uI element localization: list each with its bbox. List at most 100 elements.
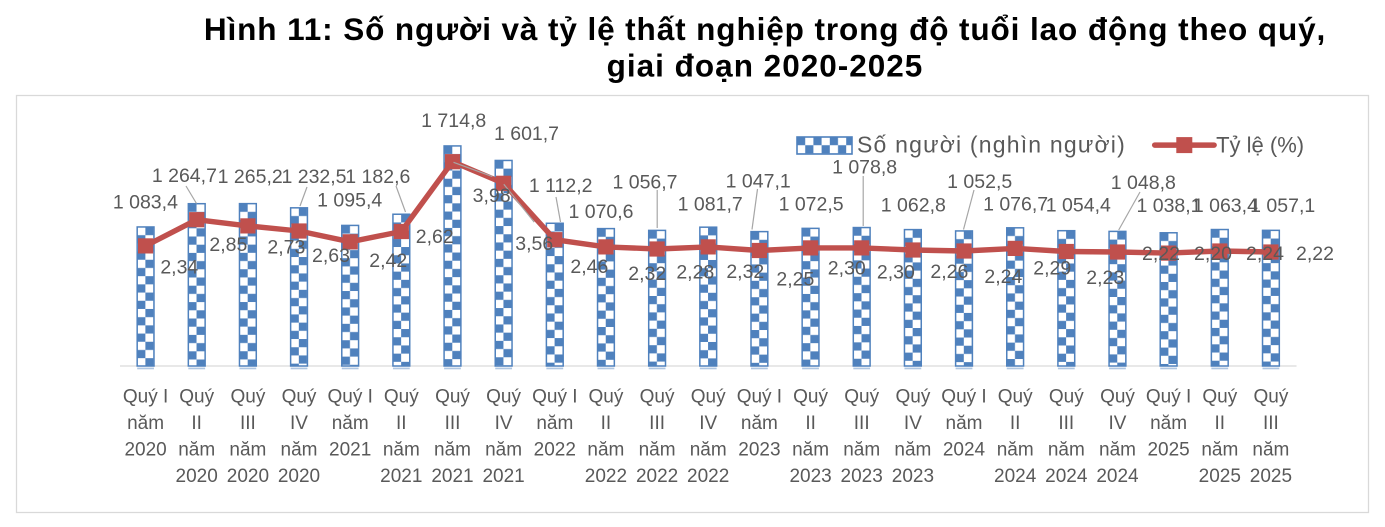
svg-text:2025: 2025 [1147, 439, 1189, 460]
svg-text:2023: 2023 [738, 439, 780, 460]
svg-text:2020: 2020 [227, 466, 269, 487]
svg-text:Quý: Quý [895, 386, 930, 407]
svg-text:2020: 2020 [278, 466, 320, 487]
svg-text:Quý: Quý [1100, 386, 1135, 407]
svg-text:năm: năm [1201, 439, 1238, 460]
svg-text:Quý: Quý [1253, 386, 1288, 407]
svg-text:năm: năm [1048, 439, 1085, 460]
svg-text:1 070,6: 1 070,6 [568, 201, 633, 223]
svg-text:năm: năm [485, 439, 522, 460]
svg-text:Quý: Quý [844, 386, 879, 407]
svg-text:2025: 2025 [1199, 466, 1241, 487]
svg-text:2020: 2020 [124, 439, 166, 460]
svg-text:2021: 2021 [482, 466, 524, 487]
svg-text:giai đoạn 2020-2025: giai đoạn 2020-2025 [607, 47, 924, 83]
svg-text:II: II [1215, 413, 1226, 434]
svg-text:năm: năm [536, 413, 573, 434]
svg-text:Tỷ lệ (%): Tỷ lệ (%) [1216, 133, 1304, 158]
svg-text:2021: 2021 [329, 439, 371, 460]
svg-text:1 232,5: 1 232,5 [281, 166, 346, 188]
svg-text:Quý I: Quý I [327, 386, 372, 407]
svg-text:Hình 11: Số người và tỷ lệ thấ: Hình 11: Số người và tỷ lệ thất nghiệp t… [204, 11, 1326, 47]
svg-text:2,25: 2,25 [776, 269, 814, 291]
svg-text:2,24: 2,24 [1246, 243, 1284, 265]
svg-text:1 714,8: 1 714,8 [421, 110, 486, 132]
svg-text:2025: 2025 [1250, 466, 1292, 487]
svg-text:1 048,8: 1 048,8 [1111, 172, 1176, 194]
svg-text:1 112,2: 1 112,2 [529, 175, 593, 197]
svg-text:1 038,1: 1 038,1 [1136, 195, 1201, 217]
svg-text:III: III [854, 413, 870, 434]
svg-text:năm: năm [383, 439, 420, 460]
svg-text:2,46: 2,46 [570, 256, 608, 278]
svg-text:2,23: 2,23 [1086, 267, 1124, 289]
svg-text:năm: năm [639, 439, 676, 460]
svg-text:2,62: 2,62 [416, 226, 454, 248]
svg-text:IV: IV [495, 413, 513, 434]
svg-text:2,30: 2,30 [828, 258, 866, 280]
svg-text:năm: năm [587, 439, 624, 460]
svg-text:năm: năm [843, 439, 880, 460]
svg-text:2020: 2020 [176, 466, 218, 487]
svg-text:1 095,4: 1 095,4 [317, 190, 382, 212]
svg-text:III: III [445, 413, 461, 434]
svg-text:2,85: 2,85 [209, 234, 247, 256]
svg-text:2022: 2022 [585, 466, 627, 487]
svg-text:năm: năm [1150, 413, 1187, 434]
svg-text:2023: 2023 [841, 466, 883, 487]
svg-text:Quý I: Quý I [532, 386, 577, 407]
svg-text:II: II [191, 413, 202, 434]
svg-text:IV: IV [290, 413, 308, 434]
svg-text:2024: 2024 [994, 466, 1037, 487]
svg-text:1 052,5: 1 052,5 [947, 171, 1012, 193]
svg-text:2,22: 2,22 [1296, 243, 1334, 265]
svg-text:3,98: 3,98 [473, 185, 511, 207]
svg-text:1 182,6: 1 182,6 [345, 166, 410, 188]
svg-text:1 057,1: 1 057,1 [1250, 195, 1315, 217]
svg-text:1 078,8: 1 078,8 [832, 157, 897, 179]
svg-text:2,73: 2,73 [267, 237, 305, 259]
svg-text:2,32: 2,32 [726, 261, 764, 283]
svg-text:năm: năm [997, 439, 1034, 460]
svg-text:2024: 2024 [943, 439, 986, 460]
svg-text:IV: IV [904, 413, 922, 434]
svg-text:năm: năm [127, 413, 164, 434]
svg-text:2021: 2021 [380, 466, 422, 487]
svg-text:Quý I: Quý I [1146, 386, 1191, 407]
svg-text:III: III [240, 413, 256, 434]
svg-text:2,20: 2,20 [1194, 243, 1232, 265]
svg-text:năm: năm [229, 439, 266, 460]
svg-text:Quý: Quý [1049, 386, 1084, 407]
svg-text:III: III [1058, 413, 1074, 434]
svg-text:2,42: 2,42 [369, 250, 407, 272]
svg-text:Quý: Quý [640, 386, 675, 407]
svg-text:2,30: 2,30 [877, 262, 915, 284]
svg-text:1 062,8: 1 062,8 [881, 194, 946, 216]
svg-text:IV: IV [1109, 413, 1127, 434]
svg-text:2,32: 2,32 [628, 263, 666, 285]
svg-text:Quý: Quý [179, 386, 214, 407]
svg-text:năm: năm [690, 439, 727, 460]
svg-text:Quý: Quý [998, 386, 1033, 407]
svg-text:2023: 2023 [892, 466, 934, 487]
svg-text:Số người (nghìn người): Số người (nghìn người) [857, 132, 1126, 158]
svg-text:1 076,7: 1 076,7 [983, 194, 1048, 216]
svg-text:II: II [805, 413, 816, 434]
svg-text:2,28: 2,28 [676, 262, 714, 284]
svg-text:2022: 2022 [687, 466, 729, 487]
svg-text:Quý I: Quý I [737, 386, 782, 407]
svg-text:1 081,7: 1 081,7 [678, 194, 743, 216]
svg-text:năm: năm [178, 439, 215, 460]
svg-text:Quý: Quý [384, 386, 419, 407]
svg-text:Quý: Quý [486, 386, 521, 407]
svg-text:1 083,4: 1 083,4 [113, 192, 178, 214]
svg-text:năm: năm [792, 439, 829, 460]
svg-text:2024: 2024 [1045, 466, 1088, 487]
svg-text:III: III [649, 413, 665, 434]
svg-text:1 072,5: 1 072,5 [779, 194, 844, 216]
svg-text:2,22: 2,22 [1142, 243, 1180, 265]
svg-text:năm: năm [434, 439, 471, 460]
svg-text:1 056,7: 1 056,7 [612, 171, 677, 193]
svg-text:2,24: 2,24 [984, 266, 1022, 288]
svg-text:II: II [601, 413, 612, 434]
